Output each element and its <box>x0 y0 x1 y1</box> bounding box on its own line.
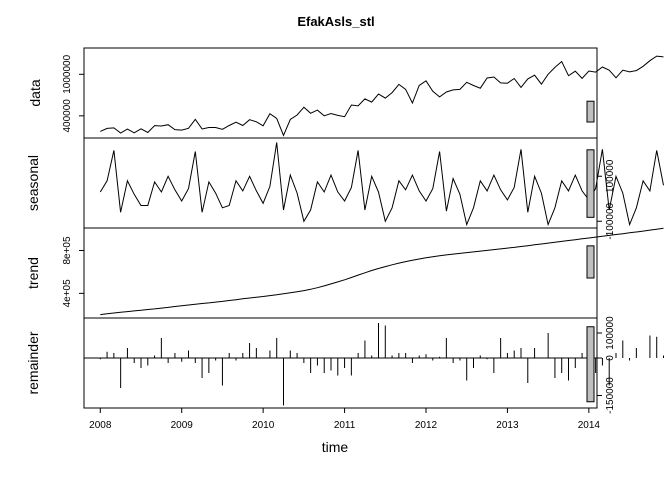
y-axis-title-data: data <box>27 79 43 106</box>
x-tick-label: 2009 <box>171 420 194 431</box>
panel-frame-remainder <box>83 317 598 409</box>
range-bar-remainder <box>586 326 595 403</box>
y-axis-title-trend: trend <box>25 257 41 289</box>
time-axis-title: time <box>322 439 349 455</box>
y-tick-label-data: 400000 <box>62 99 73 133</box>
x-tick-label: 2011 <box>334 420 356 431</box>
panel-frame-seasonal <box>83 137 598 229</box>
x-tick-label: 2013 <box>496 420 519 431</box>
x-tick-label: 2010 <box>252 420 275 431</box>
panel-remainder: -150000 0 100000 remainder <box>25 316 664 414</box>
y-tick-label-remainder: 100000 <box>605 316 616 350</box>
chart-title: EfakAsls_stl <box>297 14 374 29</box>
range-bar-seasonal <box>586 149 595 218</box>
x-tick-label: 2008 <box>89 420 112 431</box>
x-tick-label: 2012 <box>415 420 438 431</box>
range-bar-data <box>586 100 595 123</box>
y-tick-label-trend: 4e+05 <box>62 279 73 308</box>
panel-frame-trend <box>83 227 598 319</box>
x-tick-label: 2014 <box>578 420 601 431</box>
y-tick-label-seasonal: 100000 <box>605 159 616 193</box>
stl-panels: 4000001000000data-100000100000seasonal4e… <box>25 47 664 414</box>
panel-seasonal: -100000 100000 seasonal <box>25 137 664 240</box>
y-axis-title-seasonal: seasonal <box>25 155 41 211</box>
time-axis: 2008 2009 2010 2011 2012 2013 2014 <box>89 407 601 431</box>
panel-trend: 4e+05 8e+05 trend <box>25 227 664 319</box>
series-line-seasonal <box>99 142 664 227</box>
y-axis-title-remainder: remainder <box>25 331 41 394</box>
panel-data: 400000 1000000 data <box>27 47 664 139</box>
y-tick-label-seasonal: -100000 <box>605 202 616 239</box>
series-line-trend <box>100 227 664 316</box>
y-tick-label-remainder: -150000 <box>605 377 616 414</box>
panel-frame-data <box>83 47 598 139</box>
range-bar-trend <box>586 245 595 279</box>
y-tick-label-remainder: 0 <box>605 355 616 361</box>
series-line-data <box>100 55 664 137</box>
y-tick-label-trend: 8e+05 <box>62 236 73 265</box>
y-tick-label-data: 1000000 <box>62 54 73 93</box>
